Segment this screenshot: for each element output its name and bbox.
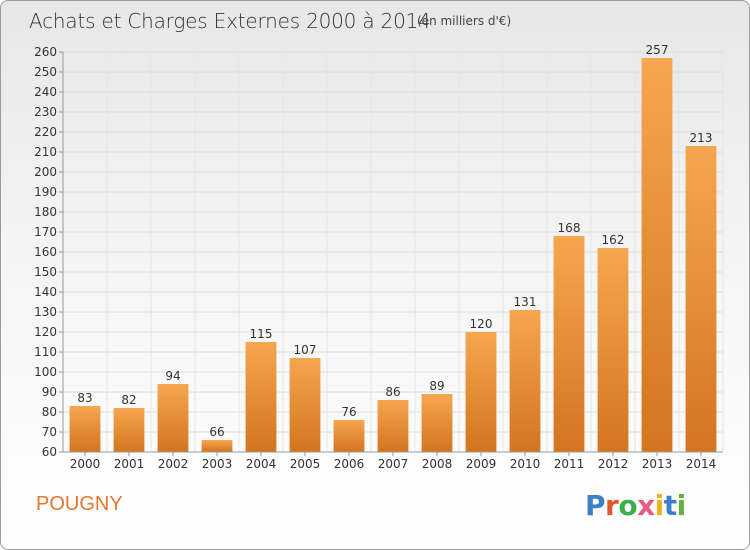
bar-value-label: 89 bbox=[429, 379, 444, 393]
x-tick-label: 2013 bbox=[642, 457, 673, 471]
bar bbox=[289, 358, 321, 452]
y-tick-label: 120 bbox=[34, 325, 57, 339]
x-tick-label: 2004 bbox=[246, 457, 277, 471]
y-tick-label: 220 bbox=[34, 125, 57, 139]
x-tick-label: 2012 bbox=[598, 457, 629, 471]
x-tick-label: 2001 bbox=[114, 457, 145, 471]
y-tick-label: 240 bbox=[34, 85, 57, 99]
y-tick-label: 130 bbox=[34, 305, 57, 319]
logo-letter: i bbox=[676, 489, 687, 522]
x-tick-label: 2008 bbox=[422, 457, 453, 471]
bar bbox=[553, 236, 585, 452]
proxiti-logo: Proxiti bbox=[585, 489, 686, 522]
bar bbox=[685, 146, 717, 452]
y-tick-label: 210 bbox=[34, 145, 57, 159]
logo-letter: P bbox=[585, 489, 606, 522]
bar-value-label: 213 bbox=[690, 131, 713, 145]
x-tick-label: 2002 bbox=[158, 457, 189, 471]
y-tick-label: 110 bbox=[34, 345, 57, 359]
chart-subtitle: (en milliers d'€) bbox=[417, 14, 512, 28]
logo-letter: o bbox=[618, 489, 638, 522]
bar bbox=[69, 406, 101, 452]
bar bbox=[509, 310, 541, 452]
y-tick-label: 140 bbox=[34, 285, 57, 299]
bar-value-label: 168 bbox=[558, 221, 581, 235]
y-tick-label: 190 bbox=[34, 185, 57, 199]
logo-letter: x bbox=[637, 489, 655, 522]
axes bbox=[59, 51, 723, 456]
bar-value-label: 162 bbox=[602, 233, 625, 247]
y-tick-label: 170 bbox=[34, 225, 57, 239]
y-tick-label: 60 bbox=[42, 445, 57, 459]
x-tick-label: 2009 bbox=[466, 457, 497, 471]
y-tick-label: 230 bbox=[34, 105, 57, 119]
x-tick-label: 2000 bbox=[70, 457, 101, 471]
x-tick-label: 2014 bbox=[686, 457, 717, 471]
bar bbox=[377, 400, 409, 452]
x-tick-label: 2007 bbox=[378, 457, 409, 471]
logo-letter: r bbox=[605, 489, 619, 522]
x-tick-label: 2005 bbox=[290, 457, 321, 471]
x-tick-label: 2003 bbox=[202, 457, 233, 471]
bar bbox=[113, 408, 145, 452]
y-tick-label: 80 bbox=[42, 405, 57, 419]
y-tick-label: 180 bbox=[34, 205, 57, 219]
bar-value-label: 107 bbox=[294, 343, 317, 357]
bar bbox=[465, 332, 497, 452]
bars bbox=[69, 58, 717, 452]
y-tick-label: 150 bbox=[34, 265, 57, 279]
logo-letter: i bbox=[654, 489, 665, 522]
x-tick-label: 2011 bbox=[554, 457, 585, 471]
y-tick-label: 160 bbox=[34, 245, 57, 259]
bar-value-label: 66 bbox=[209, 425, 224, 439]
bar-value-label: 86 bbox=[385, 385, 400, 399]
bar bbox=[597, 248, 629, 452]
y-tick-label: 70 bbox=[42, 425, 57, 439]
logo-letter: t bbox=[663, 489, 677, 522]
y-tick-label: 250 bbox=[34, 65, 57, 79]
bar bbox=[157, 384, 189, 452]
bar-value-label: 115 bbox=[250, 327, 273, 341]
y-tick-label: 90 bbox=[42, 385, 57, 399]
bar-value-label: 82 bbox=[121, 393, 136, 407]
bar bbox=[421, 394, 453, 452]
bar bbox=[333, 420, 365, 452]
y-tick-label: 100 bbox=[34, 365, 57, 379]
labels: 60 70 80 90 100 110 120 130 140 150 160 170 180 190 20… bbox=[34, 43, 716, 471]
bar-value-label: 76 bbox=[341, 405, 356, 419]
bar bbox=[245, 342, 277, 452]
bar-value-label: 83 bbox=[77, 391, 92, 405]
x-tick-label: 2010 bbox=[510, 457, 541, 471]
bar-value-label: 257 bbox=[646, 43, 669, 57]
bar bbox=[641, 58, 673, 452]
commune-name: POUGNY bbox=[36, 493, 123, 515]
bar bbox=[201, 440, 233, 452]
y-tick-label: 200 bbox=[34, 165, 57, 179]
chart-title: Achats et Charges Externes 2000 à 2014 bbox=[29, 9, 431, 33]
bar-value-label: 94 bbox=[165, 369, 180, 383]
bar-value-label: 131 bbox=[514, 295, 537, 309]
x-tick-label: 2006 bbox=[334, 457, 365, 471]
y-tick-label: 260 bbox=[34, 45, 57, 59]
bar-value-label: 120 bbox=[470, 317, 493, 331]
